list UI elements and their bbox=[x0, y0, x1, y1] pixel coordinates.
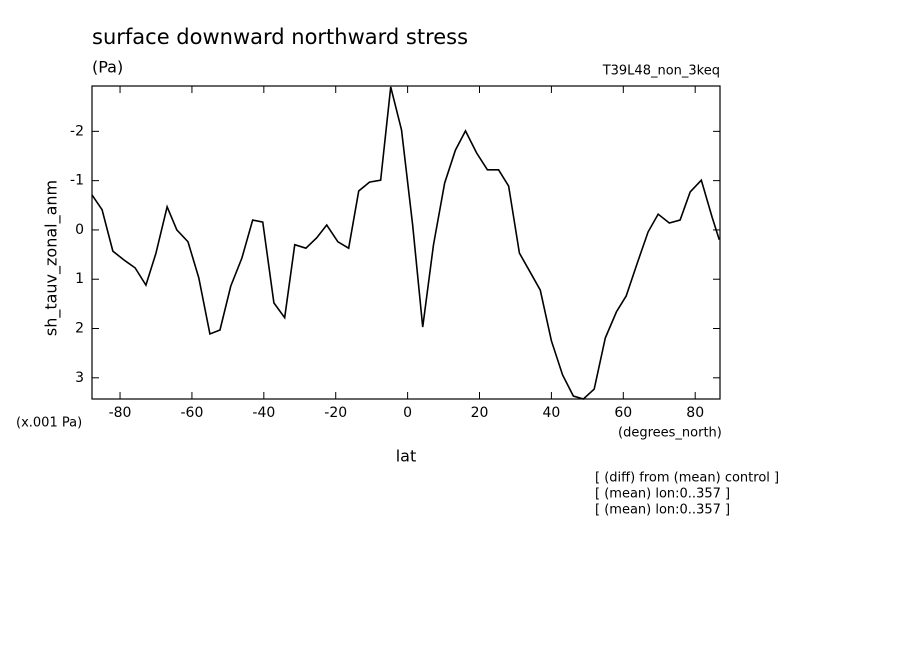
y-tick-label: -1 bbox=[70, 173, 84, 189]
x-tick-label: 40 bbox=[542, 405, 560, 421]
y-axis-label: sh_tauv_zonal_anm bbox=[42, 180, 62, 336]
note: [ (mean) lon:0..357 ] bbox=[595, 487, 730, 502]
note: [ (diff) from (mean) control ] bbox=[595, 471, 779, 486]
x-tick-label: 0 bbox=[403, 405, 412, 421]
data-line bbox=[91, 86, 721, 400]
x-tick-label: -20 bbox=[324, 405, 347, 421]
plot-frame bbox=[91, 85, 721, 400]
chart-title: surface downward northward stress bbox=[92, 25, 468, 49]
x-tick-label: 80 bbox=[686, 405, 704, 421]
x-tick-label: 60 bbox=[614, 405, 632, 421]
x-units: (degrees_north) bbox=[618, 426, 722, 441]
y-tick-label: 2 bbox=[75, 321, 84, 337]
note: [ (mean) lon:0..357 ] bbox=[595, 503, 730, 518]
y-tick-label: 3 bbox=[75, 370, 84, 386]
x-axis-label: lat bbox=[396, 447, 417, 466]
x-tick-label: -40 bbox=[252, 405, 275, 421]
x-tick-label: 20 bbox=[471, 405, 489, 421]
y-tick-label: 0 bbox=[75, 222, 84, 238]
y-tick-label: 1 bbox=[75, 271, 84, 287]
y-tick-label: -2 bbox=[70, 123, 84, 139]
x-tick-label: -60 bbox=[180, 405, 203, 421]
y-scale-note: (x.001 Pa) bbox=[16, 416, 82, 431]
x-tick-label: -80 bbox=[109, 405, 132, 421]
units: (Pa) bbox=[92, 58, 123, 77]
experiment: T39L48_non_3keq bbox=[602, 64, 720, 79]
